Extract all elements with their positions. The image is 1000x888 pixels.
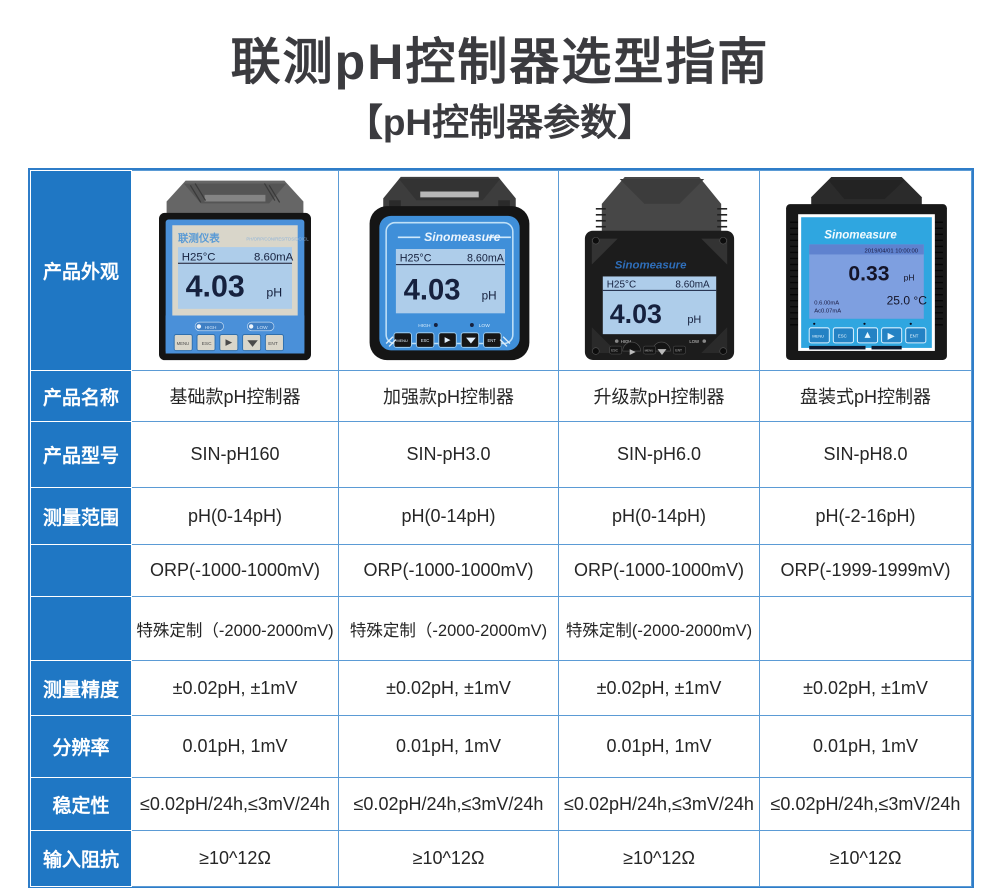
svg-text:MENU: MENU [812, 333, 824, 338]
svg-text:MENU: MENU [645, 349, 654, 353]
svg-text:Sinomeasure: Sinomeasure [615, 259, 687, 271]
svg-text:HIGH: HIGH [205, 325, 217, 331]
svg-text:LOW: LOW [257, 325, 268, 331]
svg-text:0.33: 0.33 [848, 263, 889, 286]
svg-text:H25°C: H25°C [607, 279, 636, 290]
svg-text:8.60mA: 8.60mA [254, 251, 294, 263]
svg-text:pH: pH [266, 286, 282, 300]
svg-text:ESC: ESC [420, 338, 429, 343]
svg-text:ENT: ENT [487, 338, 496, 343]
svg-text:4.03: 4.03 [186, 270, 245, 304]
svg-text:pH: pH [481, 290, 496, 303]
svg-text:ESC: ESC [611, 349, 618, 353]
svg-text:Sinomeasure: Sinomeasure [424, 230, 501, 244]
svg-text:Sinomeasure: Sinomeasure [824, 229, 897, 241]
svg-text:4.03: 4.03 [403, 275, 460, 307]
svg-text:4.03: 4.03 [610, 299, 662, 329]
svg-text:LOW: LOW [478, 323, 489, 329]
svg-text:2019/04/01 10:00:00: 2019/04/01 10:00:00 [864, 248, 918, 254]
svg-text:0.6.00mA: 0.6.00mA [814, 301, 839, 307]
svg-text:8.60mA: 8.60mA [675, 279, 710, 290]
svg-text:ENT: ENT [268, 341, 278, 347]
svg-text:PH/ORP/CON/RES/TDS/DO/CL: PH/ORP/CON/RES/TDS/DO/CL [246, 236, 309, 241]
svg-text:联测仪表: 联测仪表 [178, 231, 220, 244]
svg-text:ESC: ESC [202, 341, 212, 347]
svg-text:MENU: MENU [177, 341, 190, 346]
svg-text:Ac0.07mA: Ac0.07mA [814, 309, 841, 315]
svg-text:ENT: ENT [909, 333, 918, 338]
svg-text:pH: pH [687, 314, 701, 326]
svg-text:pH: pH [903, 273, 914, 283]
svg-text:25.0 °C: 25.0 °C [886, 294, 927, 308]
svg-text:ESC: ESC [837, 333, 846, 338]
svg-text:H25°C: H25°C [182, 251, 216, 263]
svg-text:ENT: ENT [675, 349, 682, 353]
svg-text:8.60mA: 8.60mA [467, 253, 505, 265]
svg-text:MENU: MENU [396, 338, 408, 343]
svg-text:HIGH: HIGH [418, 323, 431, 329]
svg-text:H25°C: H25°C [399, 253, 431, 265]
svg-text:LOW: LOW [689, 339, 700, 344]
